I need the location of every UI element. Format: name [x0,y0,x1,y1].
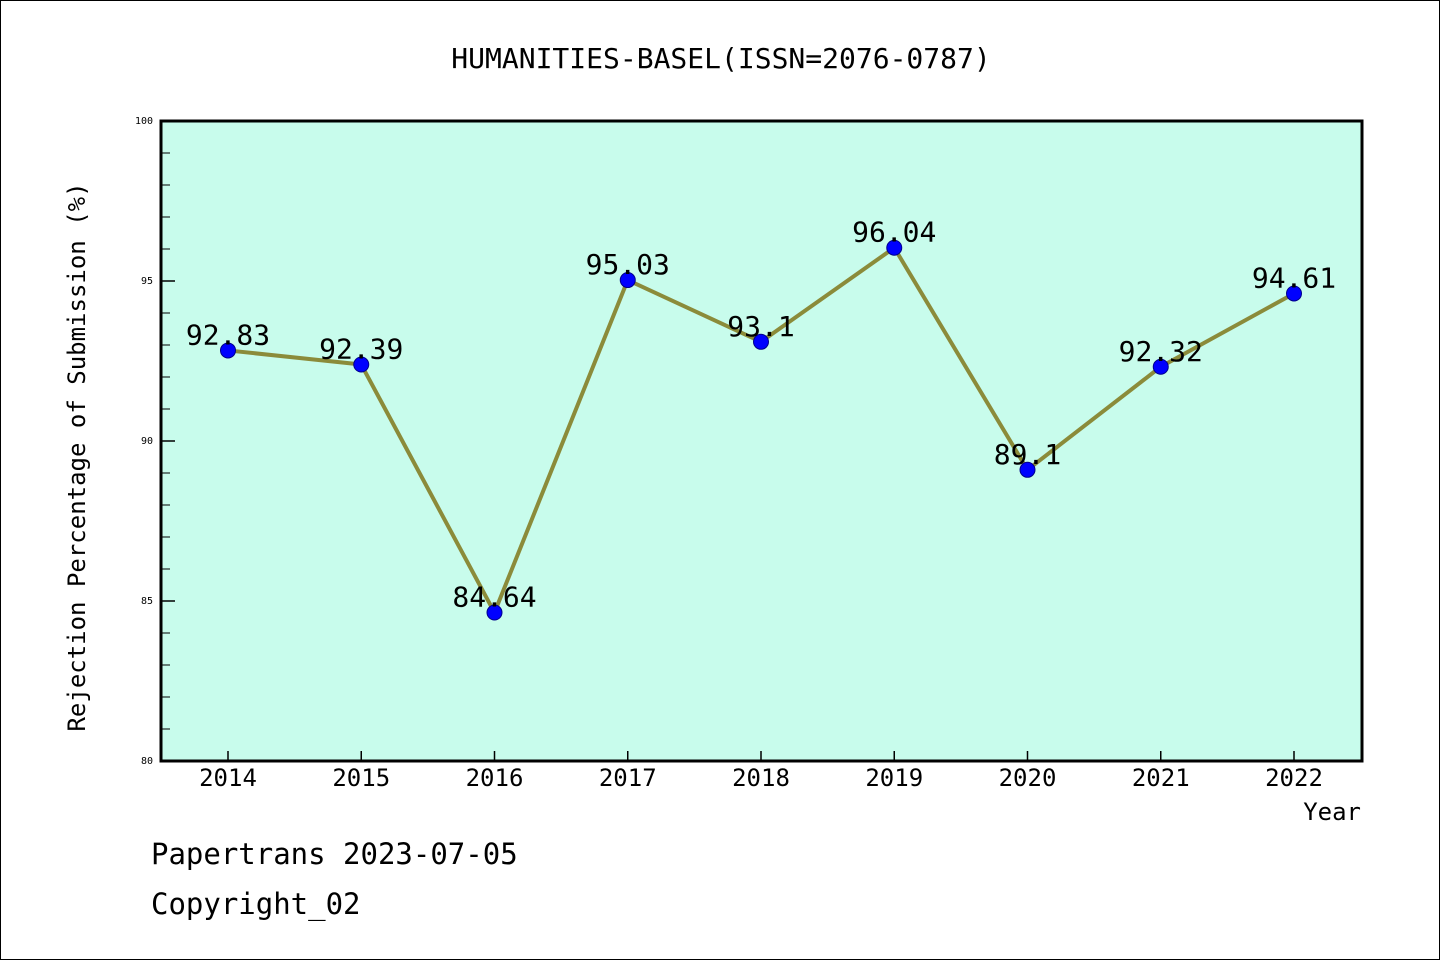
data-label: 92.83 [186,318,270,351]
data-label: 84.64 [452,581,536,614]
x-tick-label: 2016 [466,764,524,792]
data-point [1152,358,1169,375]
data-label: 93.1 [727,310,794,343]
data-point [619,272,636,289]
x-tick-label: 2015 [332,764,390,792]
plot-area [161,121,1362,761]
x-tick-label: 2019 [865,764,923,792]
data-label: 94.61 [1252,261,1336,294]
data-label: 92.39 [319,333,403,366]
data-point [753,333,769,350]
data-point [1019,461,1036,478]
y-tick-label: 95 [141,276,153,287]
footer-copyright: Copyright_02 [151,887,361,921]
y-tick-label: 80 [141,756,153,767]
x-tick-label: 2022 [1265,764,1323,792]
x-tick-label: 2018 [732,764,790,792]
data-point [220,342,236,359]
data-label: 95.03 [586,248,670,281]
data-labels: 92.83 92.39 84.64 95.03 93.1 96.04 89.1 92.32 94… [186,216,1336,614]
y-tick-label: 90 [141,436,153,447]
x-tick-label: 2020 [999,764,1057,792]
x-axis-label: Year [1303,798,1361,826]
x-tick-label: 2021 [1132,764,1190,792]
data-point [353,356,370,373]
chart-title: HUMANITIES-BASEL(ISSN=2076-0787) [451,42,990,75]
x-tick-label: 2017 [599,764,657,792]
y-tick-label: 100 [135,116,153,127]
data-point [486,604,503,621]
x-axis: 2014 2015 2016 2017 2018 2019 2020 2021 2022 [199,751,1323,792]
y-tick-label: 85 [141,596,153,607]
data-label: 89.1 [994,438,1061,471]
y-axis-label: Rejection Percentage of Submission (%) [63,182,91,731]
data-point [886,239,903,256]
data-label: 92.32 [1119,335,1203,368]
data-point [1286,285,1302,302]
plot-border [159,119,1364,763]
x-tick-label: 2014 [199,764,257,792]
data-markers [220,239,1302,621]
footer-date: Papertrans 2023-07-05 [151,837,518,871]
data-label: 96.04 [852,216,936,249]
